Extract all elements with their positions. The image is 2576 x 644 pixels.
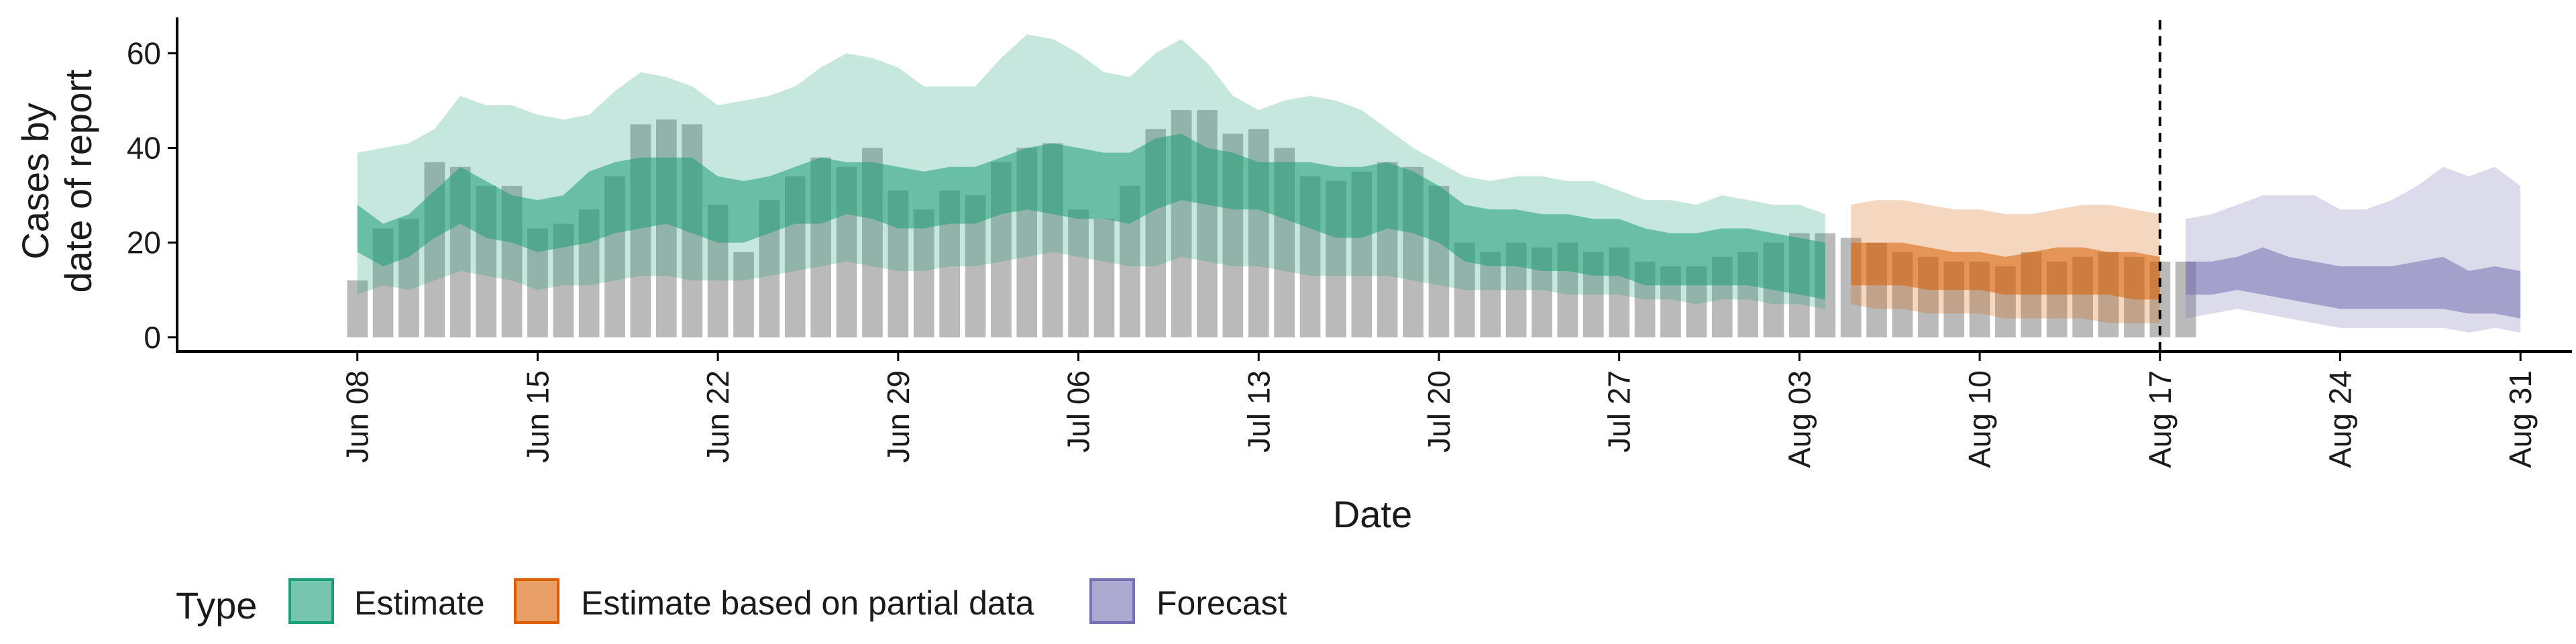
legend: Type Estimate Estimate based on partial … [176,578,1287,627]
x-tick-label: Aug 03 [1782,370,1817,468]
x-tick-label: Jul 20 [1421,370,1456,453]
legend-key-forecast [1089,578,1135,624]
x-tick-label: Jun 29 [881,370,916,463]
band-50-estimate [357,133,1825,300]
legend-key-estimate [288,578,334,624]
y-tick-label: 0 [144,320,161,355]
y-axis-title-line-1: Cases by [14,103,56,259]
axes: 0 20 40 60 Jun 08 Jun 15 Jun 22 Jun 29 Jul 06 Jul… [127,17,2572,468]
x-tick-label: Aug 17 [2143,370,2178,468]
band-50-forecast [2186,247,2521,319]
y-tick-label: 20 [127,225,161,260]
x-tick-label: Jul 27 [1602,370,1637,453]
x-tick-label: Jul 06 [1061,370,1096,453]
x-tick-label: Aug 24 [2323,370,2358,468]
bar [733,252,754,337]
x-tick-label: Aug 10 [1962,370,1997,468]
legend-key-partial [514,578,559,624]
x-tick-label: Jun 15 [520,370,555,463]
y-tick-label: 60 [127,36,161,70]
x-axis-title: Date [1333,493,1412,535]
x-tick-label: Aug 31 [2503,370,2538,468]
legend-title: Type [176,584,257,627]
bar [1068,209,1089,337]
y-tick-label: 40 [127,131,161,166]
legend-label-estimate: Estimate [354,584,485,622]
x-tick-label: Jun 08 [340,370,375,463]
bar [913,209,934,337]
bar [1093,219,1115,337]
legend-label-partial: Estimate based on partial data [581,584,1034,622]
bar [656,119,677,337]
legend-label-forecast: Forecast [1157,584,1287,622]
y-axis-title-line-2: date of report [57,69,99,293]
band-50-estimate-based-on-partial-data [1851,242,2160,300]
bar [347,280,368,337]
x-tick-label: Jul 13 [1241,370,1276,453]
x-tick-label: Jun 22 [700,370,735,463]
plot-area [347,20,2521,352]
